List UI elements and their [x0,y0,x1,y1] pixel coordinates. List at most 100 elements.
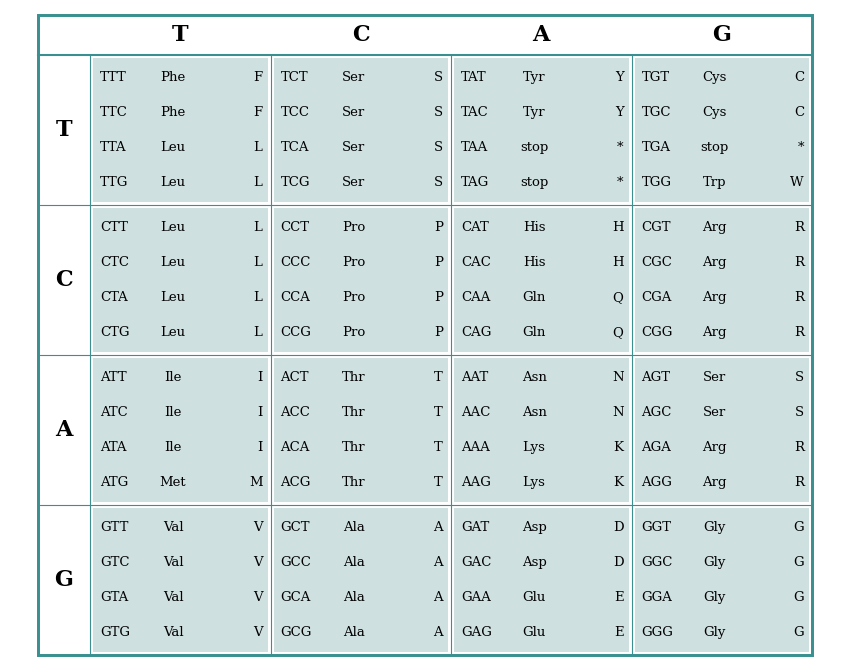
Text: R: R [794,291,804,304]
Text: Leu: Leu [161,291,185,304]
Text: CTA: CTA [100,291,128,304]
Text: Ile: Ile [164,371,182,384]
Text: Ala: Ala [343,521,365,534]
Text: L: L [253,141,263,154]
Text: Tyr: Tyr [523,106,546,119]
Text: Gly: Gly [703,626,726,639]
Text: V: V [253,591,263,604]
Text: H: H [612,256,623,269]
Text: Glu: Glu [522,591,546,604]
Text: R: R [794,326,804,339]
Text: AAT: AAT [461,371,488,384]
Text: Ala: Ala [343,626,365,639]
Text: C: C [56,269,72,291]
Text: Trp: Trp [703,176,727,189]
Text: TAA: TAA [461,141,488,154]
Text: F: F [253,106,263,119]
Text: Lys: Lys [523,441,546,454]
Text: stop: stop [520,176,548,189]
Text: ACG: ACG [280,476,311,489]
Text: A: A [434,556,443,569]
Text: GGA: GGA [642,591,673,604]
Bar [454,58,628,202]
Text: T: T [434,371,443,384]
Text: Y: Y [615,71,623,84]
Text: P: P [434,291,443,304]
Text: Phe: Phe [161,71,185,84]
Text: Ala: Ala [343,591,365,604]
Text: G: G [793,626,804,639]
Text: T: T [434,406,443,419]
Text: S: S [434,71,443,84]
Text: CGC: CGC [642,256,673,269]
Text: L: L [253,256,263,269]
Text: GGT: GGT [642,521,672,534]
Text: AAC: AAC [461,406,490,419]
Text: ATA: ATA [100,441,126,454]
Text: C: C [794,71,804,84]
Text: CTC: CTC [100,256,129,269]
Text: TGT: TGT [642,71,669,84]
Text: Ala: Ala [343,556,365,569]
Text: A: A [434,521,443,534]
Text: GAA: GAA [461,591,491,604]
Text: Arg: Arg [702,291,727,304]
Text: Pro: Pro [342,291,365,304]
Text: TCT: TCT [280,71,308,84]
Text: CCG: CCG [280,326,312,339]
Text: P: P [434,326,443,339]
Text: S: S [434,176,443,189]
Text: R: R [794,476,804,489]
Text: CGA: CGA [642,291,672,304]
Text: V: V [253,626,263,639]
Text: Leu: Leu [161,141,185,154]
Text: His: His [523,256,546,269]
Text: GTA: GTA [100,591,128,604]
Text: D: D [613,521,623,534]
Text: CCC: CCC [280,256,311,269]
Text: C: C [794,106,804,119]
Text: CGT: CGT [642,221,671,234]
Text: P: P [434,221,443,234]
Text: Q: Q [613,291,623,304]
Text: F: F [253,71,263,84]
Text: Gly: Gly [703,556,726,569]
Text: V: V [253,556,263,569]
Text: P: P [434,256,443,269]
Text: Thr: Thr [342,441,365,454]
Text: CTG: CTG [100,326,130,339]
Text: S: S [434,141,443,154]
Text: AGT: AGT [642,371,670,384]
Text: TAT: TAT [461,71,487,84]
Text: N: N [612,371,623,384]
Text: *: * [797,141,804,154]
Text: Asp: Asp [522,521,546,534]
Text: Gly: Gly [703,521,726,534]
Text: TCA: TCA [280,141,309,154]
Text: Pro: Pro [342,221,365,234]
Text: *: * [617,141,623,154]
Text: CCT: CCT [280,221,310,234]
Text: Q: Q [613,326,623,339]
Text: Val: Val [163,591,184,604]
Text: Pro: Pro [342,326,365,339]
Text: CCA: CCA [280,291,311,304]
Text: G: G [55,569,73,591]
Text: T: T [434,441,443,454]
Text: S: S [795,371,804,384]
Text: Lys: Lys [523,476,546,489]
Text: Ser: Ser [342,141,365,154]
Bar [635,358,809,502]
Text: Ile: Ile [164,441,182,454]
Text: Thr: Thr [342,371,365,384]
Text: Asp: Asp [522,556,546,569]
Text: Arg: Arg [702,441,727,454]
Text: ATT: ATT [100,371,126,384]
Text: Thr: Thr [342,476,365,489]
Text: W: W [791,176,804,189]
Text: Asn: Asn [521,371,546,384]
Bar [635,508,809,652]
Text: CTT: CTT [100,221,128,234]
Text: His: His [523,221,546,234]
Bar [635,208,809,352]
